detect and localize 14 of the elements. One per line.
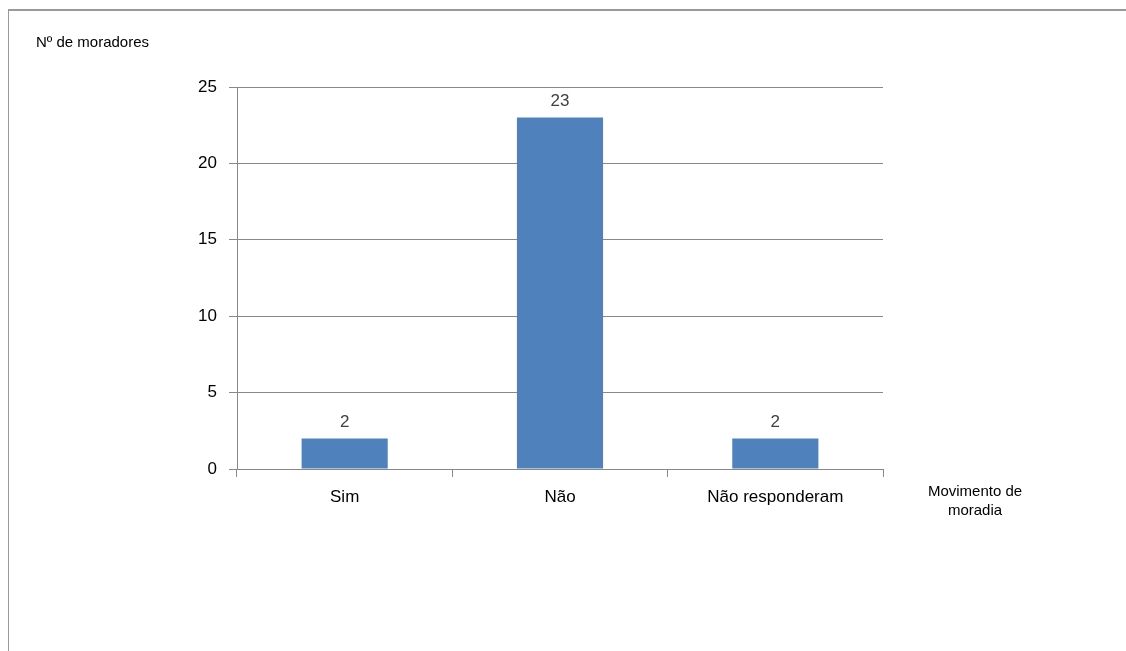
y-axis-title: Nº de moradores — [36, 33, 150, 50]
y-tick-label: 20 — [198, 153, 217, 173]
data-label: 2 — [339, 411, 350, 431]
y-tick-label: 15 — [198, 229, 217, 249]
x-axis-title: Movimento de moradia — [926, 481, 1024, 519]
y-tick-label: 0 — [207, 458, 217, 478]
x-tick-label: Não — [544, 486, 576, 506]
data-label: 2 — [770, 411, 781, 431]
data-label: 23 — [550, 90, 570, 110]
y-tick-label: 25 — [198, 76, 217, 96]
y-tick-label: 10 — [198, 305, 217, 325]
x-tick-label: Sim — [330, 486, 360, 506]
y-tick-label: 5 — [207, 382, 217, 402]
x-tick-label: Não responderam — [707, 486, 844, 506]
